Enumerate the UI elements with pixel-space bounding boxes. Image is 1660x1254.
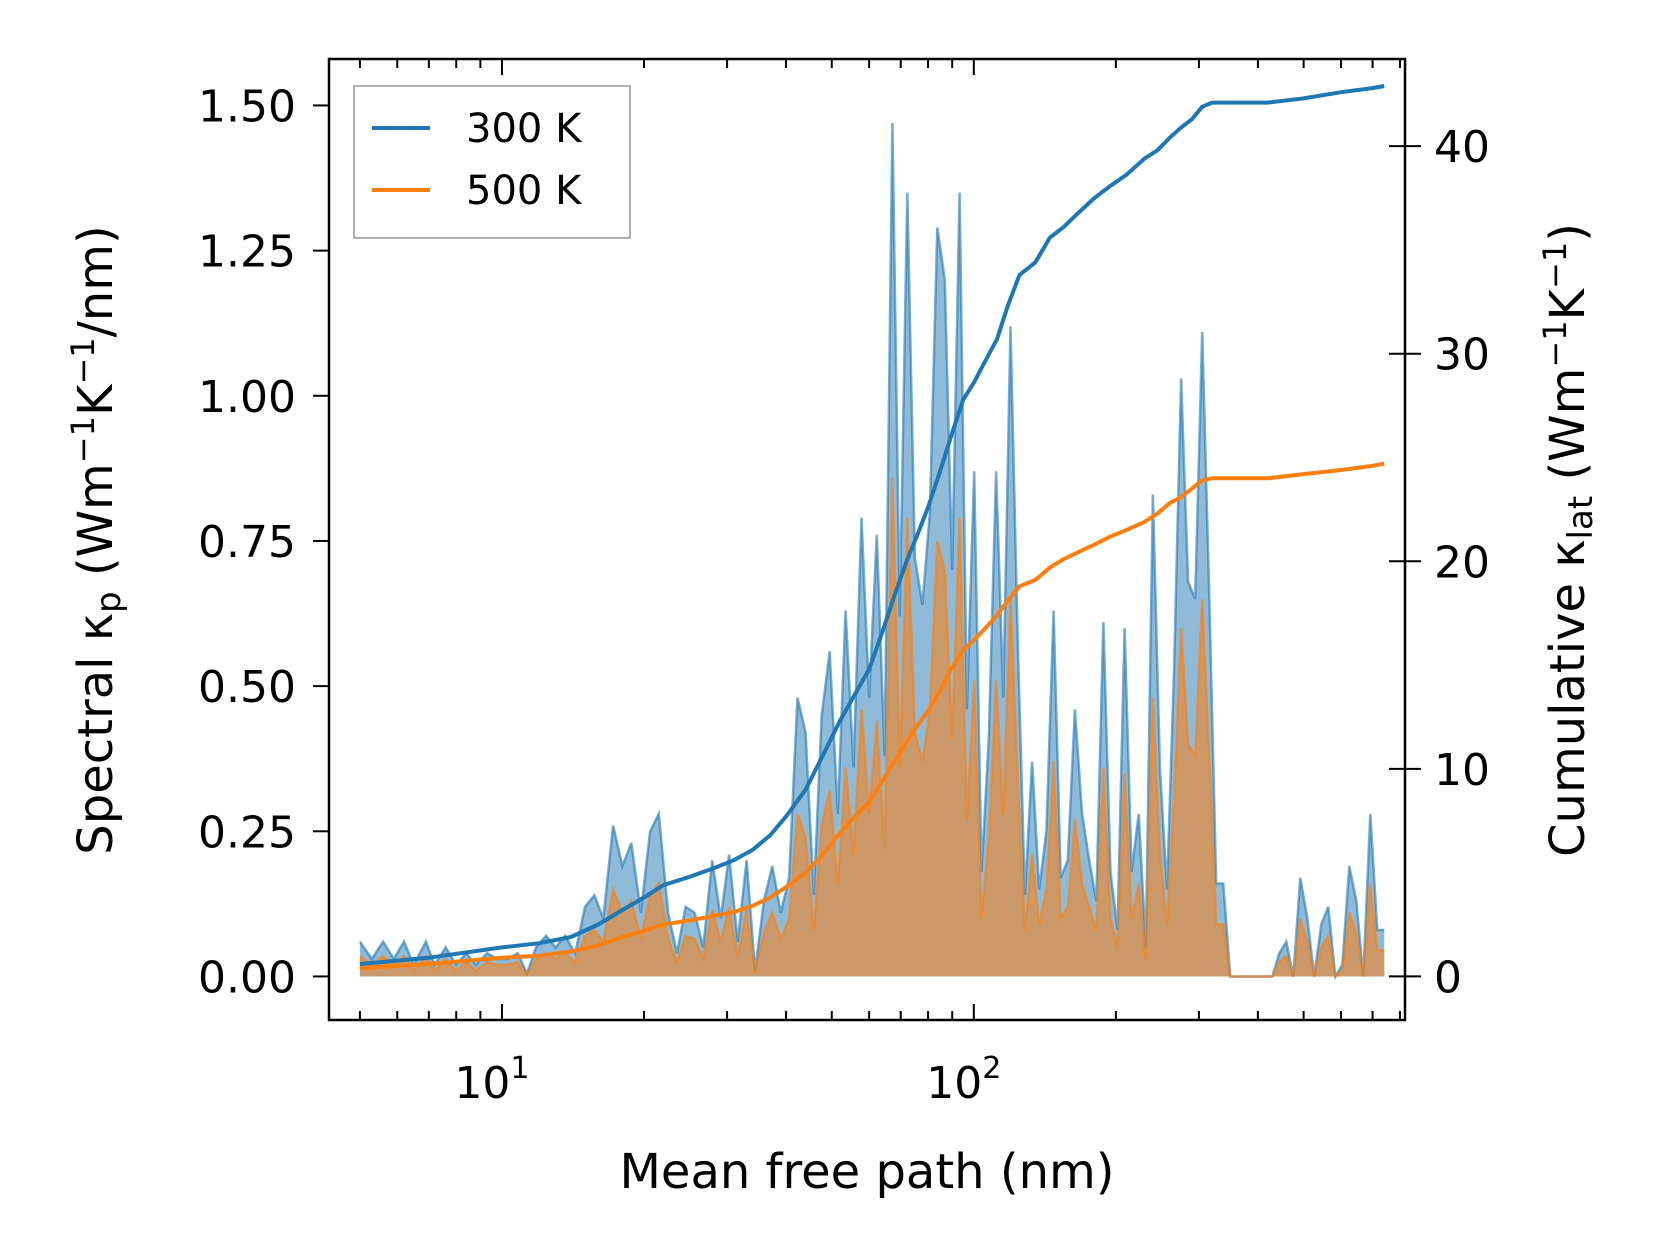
right-y-label-sup1: −1 (1536, 320, 1574, 367)
left-y-tick-label: 1.50 (198, 81, 296, 132)
left-y-tick-label: 1.25 (198, 227, 296, 278)
left-y-tick-label: 0.25 (198, 807, 296, 858)
right-y-label-post: ) (1540, 223, 1596, 242)
right-y-label-sup2: −1 (1536, 242, 1574, 289)
spectral-lines (358, 122, 1385, 981)
cumulative-line-500k (359, 461, 1385, 971)
cumulative-line-300k (359, 84, 1385, 966)
left-y-tick-label: 0.00 (198, 952, 296, 1003)
right-y-tick-label: 40 (1434, 122, 1490, 173)
left-y-axis-ticks: 0.00 0.25 0.50 0.75 1.00 1.25 1.50 (198, 81, 329, 1003)
plot-frame (327, 57, 1407, 1022)
right-y-axis-label: Cumulative κlat (Wm−1K−1) (1536, 223, 1601, 857)
right-y-tick-label: 30 (1434, 330, 1490, 381)
left-y-tick-label: 0.75 (198, 517, 296, 568)
legend-box (353, 85, 631, 239)
right-y-label-pre: Cumulative κ (1540, 539, 1596, 857)
right-y-tick-label: 10 (1434, 745, 1490, 796)
left-y-label-sup2: −1 (64, 337, 102, 384)
left-y-label-sup1: −1 (64, 416, 102, 463)
spectral-line-500k (359, 477, 1385, 979)
cumulative-lines (359, 84, 1385, 971)
left-y-label-k: K (68, 383, 124, 416)
x-tick-label: 102 (926, 1051, 1001, 1109)
left-y-label-sub: p (89, 591, 129, 613)
x-axis-ticks: 101 102 (358, 59, 1401, 1109)
right-y-tick-label: 20 (1434, 537, 1490, 588)
left-y-tick-label: 1.00 (198, 372, 296, 423)
right-y-label-k: K (1540, 287, 1596, 320)
left-y-tick-label: 0.50 (198, 662, 296, 713)
x-tick-label: 101 (454, 1051, 529, 1109)
legend-label-500k: 500 K (466, 168, 583, 214)
left-y-axis-label: Spectral κp (Wm−1K−1/nm) (64, 225, 129, 854)
left-y-label-pre: Spectral κ (68, 613, 124, 855)
left-y-label-post: /nm) (68, 225, 124, 337)
right-y-tick-label: 0 (1434, 952, 1462, 1003)
x-axis-label: Mean free path (nm) (620, 1144, 1115, 1200)
right-y-axis-ticks: 0 10 20 30 40 (1389, 122, 1490, 1003)
right-y-label-mid: (Wm (1540, 368, 1596, 496)
left-y-label-mid: (Wm (68, 463, 124, 591)
legend-label-300k: 300 K (466, 106, 583, 152)
legend: 300 K 500 K (353, 85, 631, 239)
right-y-label-sub: lat (1561, 496, 1601, 540)
